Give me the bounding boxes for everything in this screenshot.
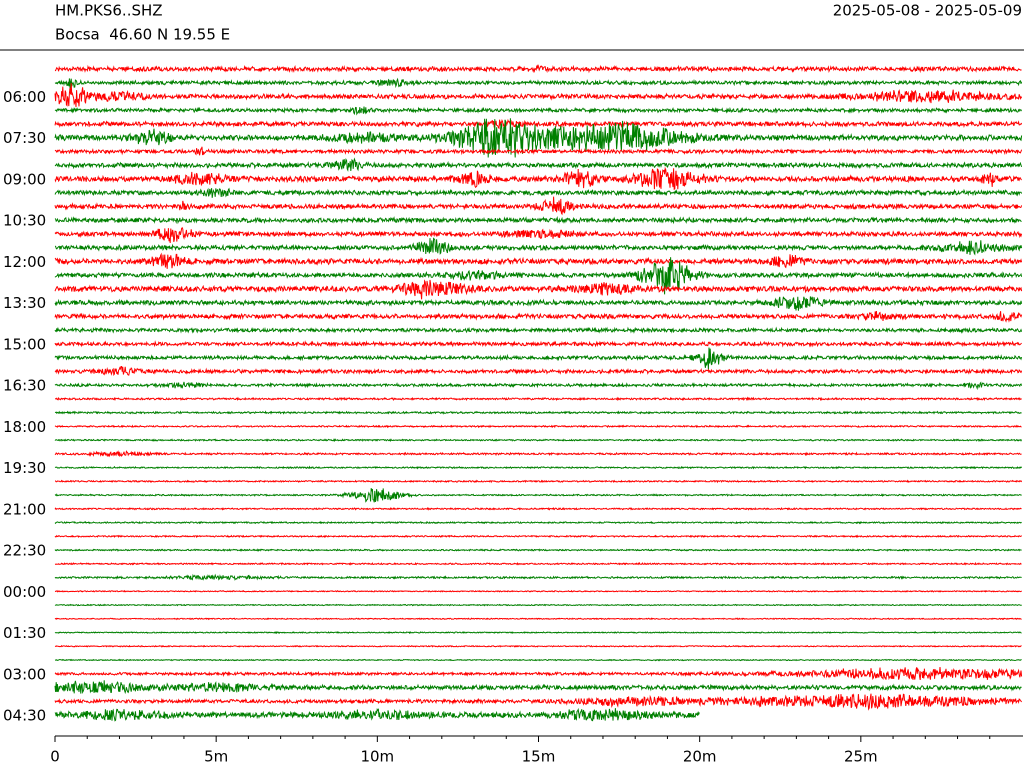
x-tick-label: 5m: [204, 748, 228, 766]
seismic-trace: [54, 366, 1023, 377]
seismic-trace: [54, 631, 1022, 635]
seismic-trace: [54, 410, 1022, 415]
x-tick-label: 15m: [522, 748, 556, 766]
seismic-trace: [54, 693, 1023, 711]
x-tick-label: 20m: [683, 748, 717, 766]
seismic-trace: [54, 617, 1022, 621]
seismic-trace: [54, 215, 1022, 225]
seismic-trace: [54, 83, 1023, 108]
seismic-trace: [54, 644, 1022, 648]
seismic-trace: [54, 106, 1023, 116]
station-label: HM.PKS6..SHZ: [55, 2, 163, 20]
seismic-trace: [54, 381, 1023, 391]
seismic-trace: [54, 226, 1023, 244]
location-label: Bocsa 46.60 N 19.55 E: [55, 26, 230, 44]
x-tick-label: 25m: [844, 748, 878, 766]
seismic-trace: [54, 520, 1022, 525]
y-tick-label: 04:30: [3, 707, 46, 725]
seismic-trace: [54, 424, 1022, 429]
y-tick-label: 00:00: [3, 583, 46, 601]
seismic-trace: [54, 64, 1022, 74]
seismic-trace: [54, 667, 1023, 681]
x-tick-label: 0: [50, 748, 60, 766]
seismic-trace: [54, 257, 1023, 295]
seismic-trace: [54, 196, 1023, 216]
y-tick-label: 10:30: [3, 212, 46, 230]
seismic-trace: [54, 237, 1023, 256]
y-tick-label: 09:00: [3, 170, 46, 188]
seismic-trace: [54, 680, 1022, 695]
seismic-trace: [55, 396, 1022, 402]
seismic-trace: [54, 252, 1023, 269]
seismic-trace: [54, 340, 1022, 348]
y-tick-label: 07:30: [3, 129, 46, 147]
seismic-trace: [54, 279, 1023, 300]
seismic-trace: [54, 146, 1023, 156]
seismic-trace: [54, 118, 1023, 130]
seismic-trace: [54, 438, 1023, 443]
x-tick-label: 10m: [360, 748, 394, 766]
y-tick-label: 22:30: [3, 542, 46, 560]
seismic-trace: [54, 187, 1023, 198]
seismic-trace: [54, 465, 1022, 470]
seismic-trace: [54, 534, 1022, 539]
seismic-trace: [54, 603, 1022, 607]
seismic-trace: [54, 77, 1023, 89]
seismic-trace: [54, 506, 1022, 511]
seismic-trace: [54, 166, 1022, 190]
y-tick-label: 18:00: [3, 418, 46, 436]
y-tick-label: 16:30: [3, 377, 46, 395]
seismic-trace: [54, 707, 700, 722]
seismic-trace: [54, 296, 1023, 311]
seismic-trace: [54, 548, 1022, 552]
y-tick-label: 03:00: [3, 665, 46, 683]
seismic-trace: [54, 658, 1022, 662]
seismic-trace: [54, 488, 1022, 503]
y-tick-label: 19:30: [3, 459, 46, 477]
seismic-trace: [54, 589, 1022, 593]
seismic-trace: [54, 311, 1023, 323]
seismic-trace: [54, 326, 1023, 334]
y-tick-label: 12:00: [3, 253, 46, 271]
seismic-trace: [54, 118, 1023, 158]
seismic-trace: [54, 573, 1022, 581]
seismic-trace: [54, 561, 1022, 566]
y-tick-label: 01:30: [3, 624, 46, 642]
y-tick-label: 21:00: [3, 500, 46, 518]
seismic-trace: [55, 479, 1023, 484]
y-tick-label: 15:00: [3, 335, 46, 353]
seismic-trace: [54, 157, 1023, 172]
date-range: 2025-05-08 - 2025-05-09: [833, 2, 1022, 20]
seismic-trace: [54, 450, 1022, 458]
y-tick-label: 06:00: [3, 88, 46, 106]
y-tick-label: 13:30: [3, 294, 46, 312]
seismic-trace: [54, 347, 1023, 370]
